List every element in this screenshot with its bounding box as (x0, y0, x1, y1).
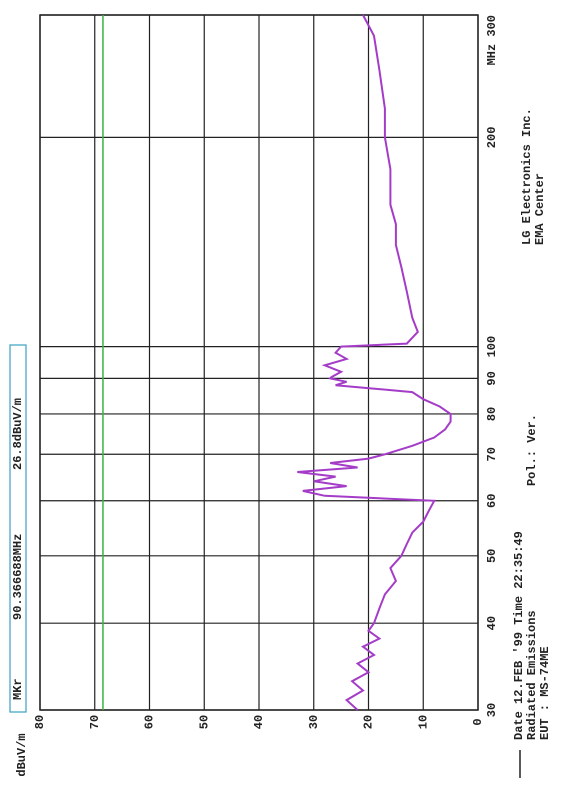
x-tick-label: 40 (485, 616, 499, 630)
info-pol: Pol.: Ver. (525, 414, 539, 486)
info-eut: EUT : MS-74ME (538, 646, 552, 740)
x-tick-label: 80 (485, 407, 499, 421)
y-tick-label: 30 (307, 715, 321, 729)
x-tick-label: 30 (485, 703, 499, 717)
marker-name: MKr (11, 678, 25, 700)
x-tick-label: 90 (485, 371, 499, 385)
y-tick-label: 10 (416, 715, 430, 729)
y-tick-label: 50 (197, 715, 211, 729)
info-test: Radiated Emissions (525, 610, 539, 740)
info-center: EMA Center (533, 173, 547, 245)
x-tick-label: 50 (485, 549, 499, 563)
marker-box (9, 344, 27, 713)
y-tick-label: 20 (362, 715, 376, 729)
info-company: LG Electronics Inc. (520, 108, 534, 245)
y-tick-label: 40 (252, 715, 266, 729)
x-tick-label: 100 (485, 336, 499, 358)
info-date: Date 12.FEB '99 Time 22:35:49 (512, 531, 526, 740)
y-tick-label: 60 (143, 715, 157, 729)
marker-freq: 90.366688MHz (11, 534, 25, 620)
y-tick-label: 70 (88, 715, 102, 729)
x-tick-label: 70 (485, 447, 499, 461)
y-tick-label: 0 (471, 718, 485, 725)
x-tick-label: 200 (485, 127, 499, 149)
marker-level: 26.8dBuV/m (11, 398, 25, 470)
x-tick-label: 60 (485, 494, 499, 508)
trace (297, 14, 452, 711)
y-tick-label: 80 (33, 715, 47, 729)
y-axis-label: dBuV/m (15, 733, 29, 776)
x-tick-label: MHz 300 (485, 15, 499, 65)
